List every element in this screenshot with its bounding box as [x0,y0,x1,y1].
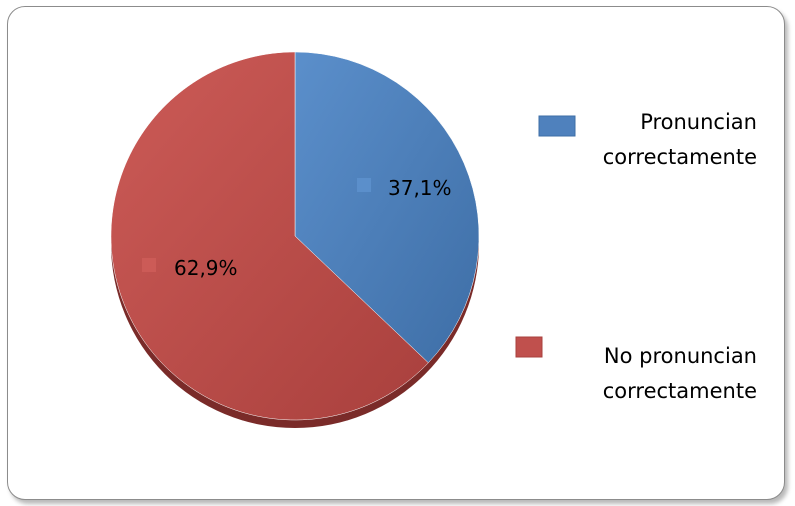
legend-label-pronuncian-line1: Pronuncian [640,110,757,134]
data-labels: 37,1% 62,9% [142,176,452,280]
data-label-key-pronuncian [357,178,371,192]
legend-label-no-pronuncian-line1: No pronuncian [604,344,757,368]
data-label-pronuncian: 37,1% [388,176,452,200]
data-label-key-no-pronuncian [142,258,156,272]
legend: Pronuncian correctamente No pronuncian c… [515,110,757,403]
pie-slice-no-pronuncian [110,51,429,421]
data-label-no-pronuncian: 62,9% [174,256,238,280]
legend-swatch-pronuncian [538,115,576,137]
legend-swatch-no-pronuncian [515,336,543,358]
pie-group [110,51,480,428]
legend-label-no-pronuncian-line2: correctamente [603,379,757,403]
legend-label-pronuncian-line2: correctamente [603,145,757,169]
pie-slice-pronuncian [294,51,480,364]
